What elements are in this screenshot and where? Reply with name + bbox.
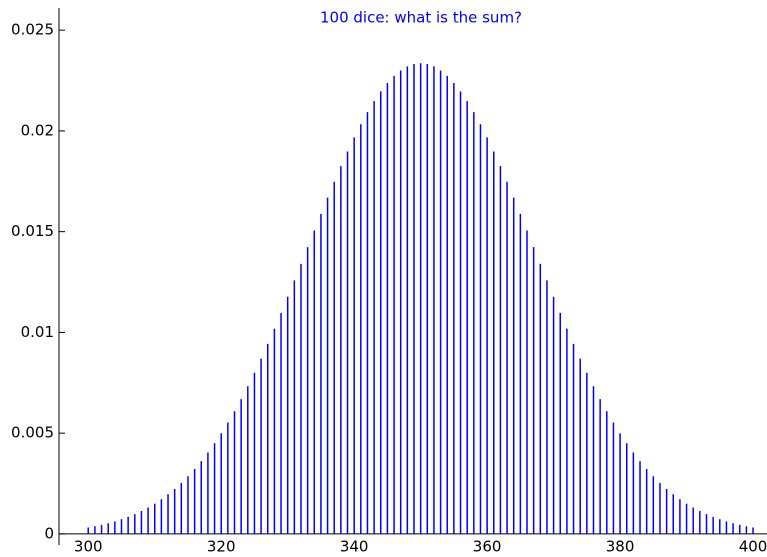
x-tick-label: 320 <box>207 537 236 555</box>
y-tick-label: 0.005 <box>11 424 54 442</box>
x-tick-label: 340 <box>340 537 369 555</box>
y-tick-label: 0.015 <box>11 222 54 240</box>
x-tick-label: 300 <box>74 537 103 555</box>
x-tick-label: 360 <box>473 537 502 555</box>
y-tick-label: 0.02 <box>21 121 54 139</box>
chart-title: 100 dice: what is the sum? <box>320 9 522 27</box>
y-tick-label: 0.025 <box>11 21 54 39</box>
y-tick-label: 0.01 <box>21 323 54 341</box>
x-tick-label: 400 <box>739 537 767 555</box>
y-tick-label: 0 <box>44 524 54 542</box>
x-tick-label: 380 <box>606 537 635 555</box>
